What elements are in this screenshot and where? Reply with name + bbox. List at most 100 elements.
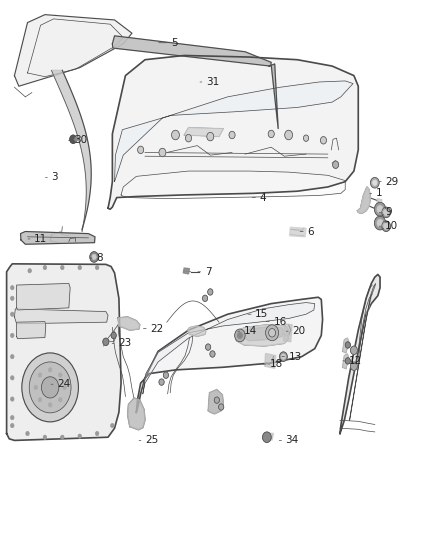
Text: 3: 3: [51, 172, 58, 182]
Polygon shape: [377, 199, 382, 214]
Polygon shape: [136, 297, 322, 413]
Circle shape: [214, 397, 219, 403]
Circle shape: [42, 377, 59, 398]
Polygon shape: [7, 264, 121, 440]
Polygon shape: [350, 284, 376, 420]
Circle shape: [202, 295, 208, 302]
Circle shape: [332, 161, 339, 168]
Circle shape: [78, 434, 81, 438]
Circle shape: [377, 206, 383, 213]
Polygon shape: [269, 64, 278, 128]
Polygon shape: [240, 327, 283, 341]
Circle shape: [163, 372, 169, 378]
Text: 18: 18: [270, 359, 283, 369]
Circle shape: [11, 376, 14, 380]
Circle shape: [63, 385, 66, 390]
Circle shape: [70, 135, 77, 143]
Circle shape: [373, 180, 377, 185]
Polygon shape: [113, 36, 271, 66]
Text: 30: 30: [74, 135, 87, 146]
Circle shape: [138, 146, 144, 154]
Circle shape: [11, 423, 14, 427]
Circle shape: [38, 373, 42, 377]
Circle shape: [268, 130, 274, 138]
Polygon shape: [17, 284, 70, 310]
Circle shape: [11, 286, 14, 290]
Polygon shape: [262, 433, 273, 440]
Polygon shape: [51, 70, 91, 231]
Circle shape: [371, 177, 379, 188]
Text: 24: 24: [57, 379, 71, 389]
Circle shape: [262, 432, 271, 442]
Circle shape: [59, 398, 62, 402]
Circle shape: [43, 435, 47, 439]
Text: 20: 20: [292, 326, 305, 336]
Circle shape: [11, 333, 14, 337]
Circle shape: [28, 269, 32, 273]
Circle shape: [11, 296, 14, 301]
Text: 7: 7: [205, 267, 211, 277]
Text: 22: 22: [150, 324, 163, 334]
Polygon shape: [143, 303, 315, 394]
Circle shape: [34, 385, 38, 390]
Polygon shape: [184, 268, 189, 274]
Text: 31: 31: [206, 77, 219, 87]
Text: 13: 13: [289, 352, 302, 361]
Circle shape: [237, 332, 243, 338]
Circle shape: [279, 352, 287, 361]
Circle shape: [11, 354, 14, 359]
Circle shape: [159, 148, 166, 157]
Circle shape: [382, 221, 391, 231]
Text: 9: 9: [385, 207, 392, 217]
Text: 23: 23: [118, 338, 131, 349]
Circle shape: [384, 209, 389, 216]
Circle shape: [78, 265, 81, 270]
Circle shape: [210, 351, 215, 357]
Text: 11: 11: [34, 234, 47, 244]
Circle shape: [11, 312, 14, 317]
Text: 1: 1: [376, 188, 382, 198]
Polygon shape: [283, 324, 292, 342]
Circle shape: [374, 203, 386, 216]
Circle shape: [48, 403, 52, 407]
Circle shape: [377, 219, 383, 227]
Circle shape: [374, 216, 386, 230]
Circle shape: [26, 431, 29, 435]
Circle shape: [11, 416, 14, 419]
Circle shape: [22, 353, 78, 422]
Text: 5: 5: [171, 38, 178, 48]
Circle shape: [345, 342, 350, 348]
Circle shape: [90, 252, 99, 262]
Circle shape: [285, 130, 293, 140]
Text: 34: 34: [286, 435, 299, 446]
Text: 16: 16: [273, 317, 286, 327]
Circle shape: [74, 137, 78, 141]
Circle shape: [185, 134, 191, 142]
Circle shape: [159, 379, 164, 385]
Text: 25: 25: [145, 435, 158, 446]
Circle shape: [207, 132, 214, 141]
Circle shape: [111, 423, 114, 427]
Polygon shape: [108, 55, 358, 209]
Circle shape: [321, 136, 326, 144]
Circle shape: [43, 265, 47, 270]
Circle shape: [38, 398, 42, 402]
Polygon shape: [115, 81, 353, 182]
Text: 8: 8: [96, 253, 103, 263]
Circle shape: [382, 207, 391, 217]
Polygon shape: [184, 127, 223, 136]
Circle shape: [235, 329, 245, 342]
Circle shape: [350, 362, 357, 370]
Polygon shape: [17, 321, 46, 338]
Text: 4: 4: [259, 192, 266, 203]
Text: 6: 6: [307, 227, 314, 237]
Circle shape: [268, 328, 276, 337]
Polygon shape: [14, 309, 108, 324]
Circle shape: [95, 265, 99, 270]
Polygon shape: [290, 227, 306, 237]
Polygon shape: [127, 398, 145, 430]
Polygon shape: [340, 274, 380, 433]
Text: 15: 15: [255, 309, 268, 319]
Text: 10: 10: [385, 221, 399, 231]
Polygon shape: [343, 338, 349, 353]
